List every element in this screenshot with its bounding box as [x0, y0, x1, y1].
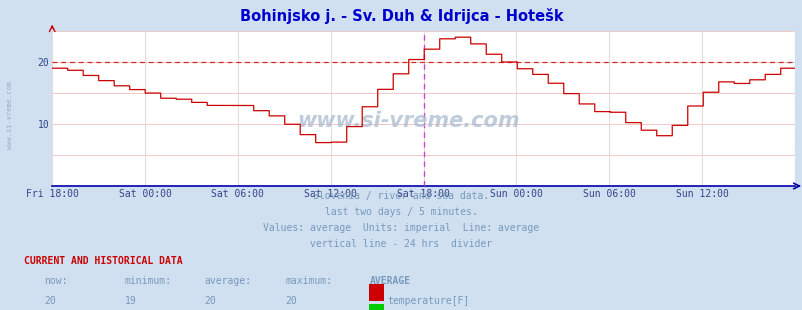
Text: maximum:: maximum:: [285, 276, 332, 286]
Text: 20: 20: [205, 296, 217, 306]
Text: www.si-vreme.com: www.si-vreme.com: [6, 81, 13, 149]
Text: last two days / 5 minutes.: last two days / 5 minutes.: [325, 207, 477, 217]
Text: www.si-vreme.com: www.si-vreme.com: [297, 111, 520, 131]
Text: CURRENT AND HISTORICAL DATA: CURRENT AND HISTORICAL DATA: [24, 256, 183, 266]
Text: minimum:: minimum:: [124, 276, 172, 286]
Text: 20: 20: [44, 296, 56, 306]
Text: 20: 20: [285, 296, 297, 306]
Text: vertical line - 24 hrs  divider: vertical line - 24 hrs divider: [310, 239, 492, 249]
Text: Bohinjsko j. - Sv. Duh & Idrijca - Hotešk: Bohinjsko j. - Sv. Duh & Idrijca - Hoteš…: [239, 8, 563, 24]
Text: AVERAGE: AVERAGE: [369, 276, 410, 286]
Text: Slovenia / river and sea data.: Slovenia / river and sea data.: [313, 191, 489, 201]
Text: temperature[F]: temperature[F]: [387, 296, 468, 306]
Text: 19: 19: [124, 296, 136, 306]
Text: average:: average:: [205, 276, 252, 286]
Text: Values: average  Units: imperial  Line: average: Values: average Units: imperial Line: av…: [263, 223, 539, 233]
Text: now:: now:: [44, 276, 67, 286]
